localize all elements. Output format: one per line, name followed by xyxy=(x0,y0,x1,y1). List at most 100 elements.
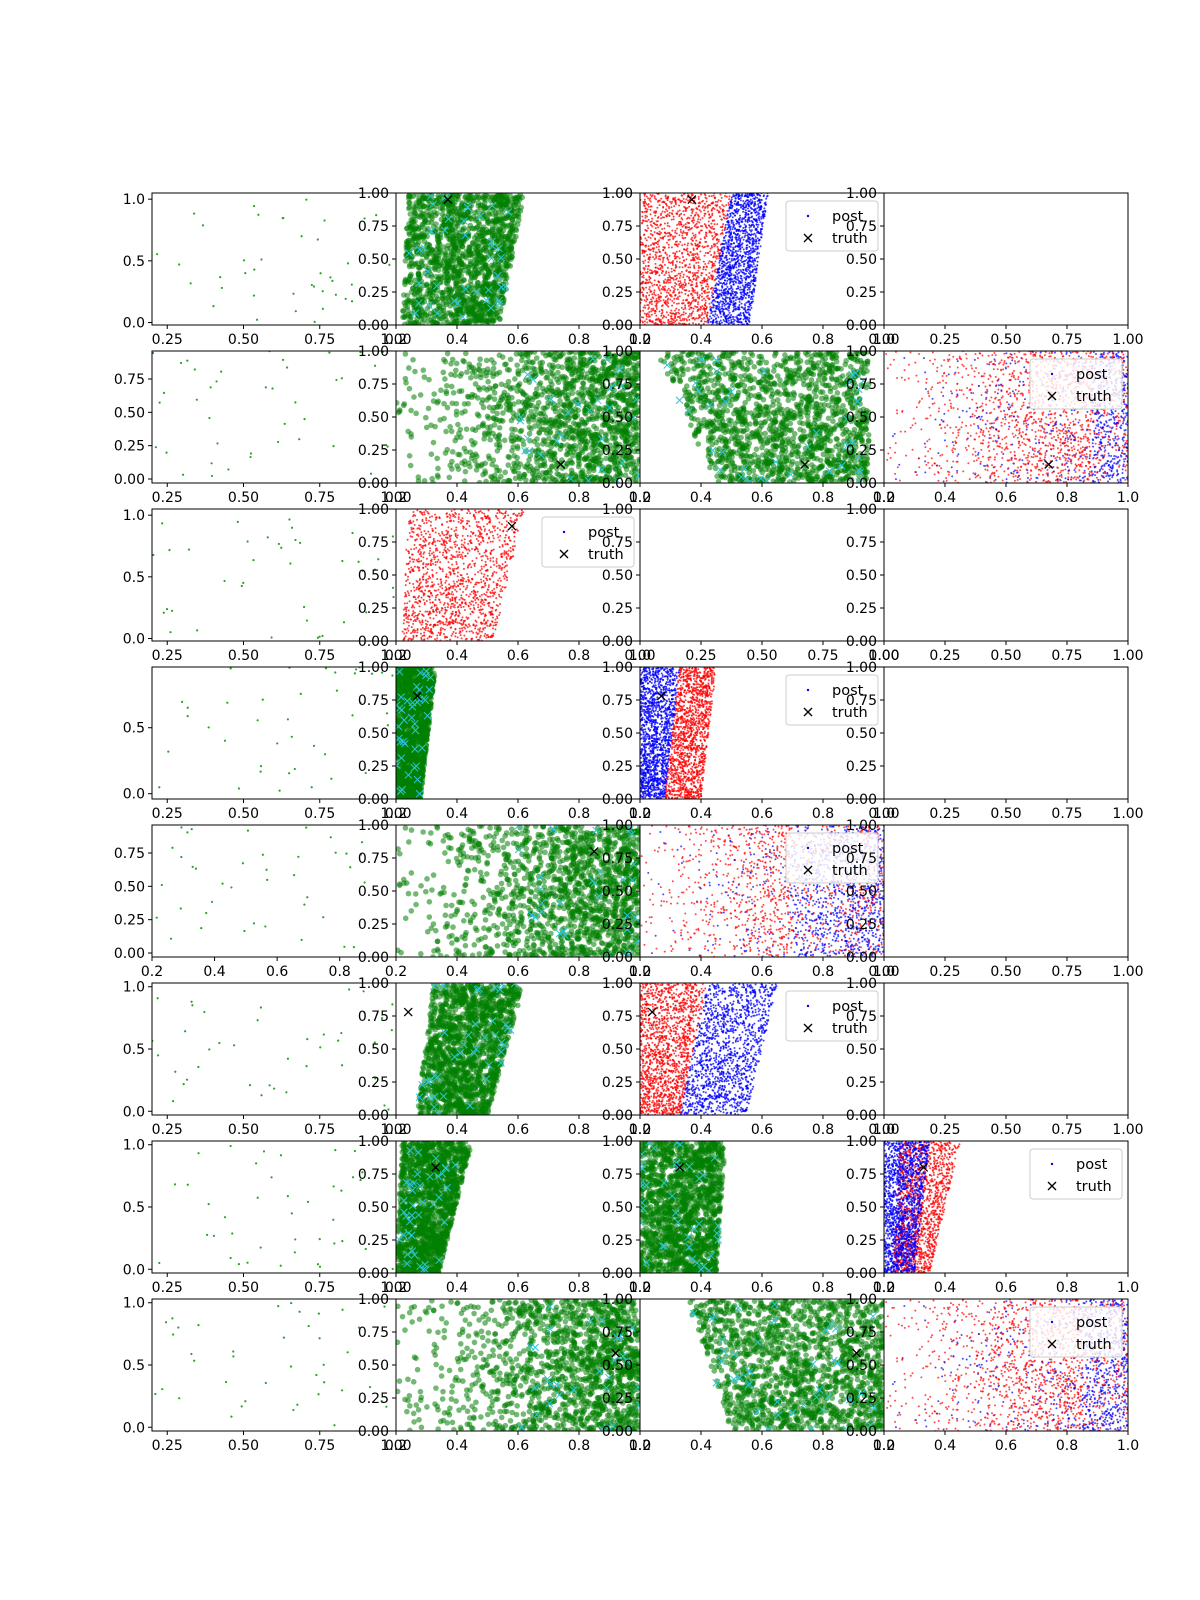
posterior-point xyxy=(675,278,678,281)
posterior-point xyxy=(679,319,682,322)
posterior-point xyxy=(723,228,726,231)
posterior-point xyxy=(656,232,659,235)
sample-marker xyxy=(424,267,432,276)
sample-point xyxy=(499,195,506,202)
sample-point xyxy=(502,271,509,278)
posterior-point xyxy=(649,194,652,197)
sample-marker xyxy=(460,217,468,225)
posterior-point xyxy=(713,252,716,255)
posterior-point xyxy=(651,256,654,259)
posterior-point xyxy=(704,251,707,254)
posterior-point xyxy=(724,275,727,278)
posterior-point xyxy=(760,217,763,220)
sample-marker xyxy=(461,285,470,293)
posterior-point xyxy=(689,279,692,282)
observed-point xyxy=(210,474,214,478)
posterior-point xyxy=(739,269,742,272)
posterior-point xyxy=(732,248,735,251)
posterior-point xyxy=(643,198,646,201)
observed-point xyxy=(244,272,247,275)
posterior-point xyxy=(660,322,663,325)
posterior-point xyxy=(721,232,724,235)
posterior-point xyxy=(730,267,733,270)
posterior-point xyxy=(733,280,736,283)
posterior-point xyxy=(682,311,685,314)
posterior-point xyxy=(755,256,758,259)
observed-point xyxy=(350,283,353,286)
posterior-point xyxy=(642,276,645,279)
posterior-point xyxy=(682,210,685,213)
posterior-point xyxy=(642,309,645,312)
sample-point xyxy=(479,209,486,216)
posterior-point xyxy=(690,214,693,217)
sample-point xyxy=(495,231,502,238)
posterior-point xyxy=(753,250,756,253)
posterior-point xyxy=(759,194,762,197)
posterior-point xyxy=(722,273,725,276)
posterior-point xyxy=(739,239,742,242)
posterior-point xyxy=(731,290,734,293)
posterior-point xyxy=(714,287,717,290)
posterior-point xyxy=(745,301,748,304)
posterior-point xyxy=(658,245,661,248)
sample-point xyxy=(426,283,432,290)
subplot-r1c1: 0.2 0.4 0.6 0.8 1.00.000.250.500.751.00 xyxy=(358,344,651,506)
posterior-point xyxy=(721,300,724,303)
posterior-point xyxy=(748,241,751,244)
posterior-point xyxy=(736,314,739,317)
posterior-point xyxy=(688,270,691,273)
posterior-point xyxy=(735,228,738,231)
posterior-point xyxy=(741,236,744,239)
sample-point xyxy=(475,243,481,249)
posterior-point xyxy=(701,287,704,290)
sample-point xyxy=(420,195,427,202)
posterior-point xyxy=(706,288,709,291)
posterior-point xyxy=(676,227,679,230)
posterior-point xyxy=(737,320,740,323)
posterior-point xyxy=(642,306,645,309)
posterior-point xyxy=(749,249,752,252)
sample-marker xyxy=(415,245,424,254)
posterior-point xyxy=(685,248,688,251)
posterior-point xyxy=(766,194,769,197)
posterior-point xyxy=(651,217,654,220)
posterior-point xyxy=(722,213,725,216)
posterior-point xyxy=(737,262,740,265)
posterior-point xyxy=(678,223,681,226)
posterior-point xyxy=(730,221,733,224)
posterior-point xyxy=(691,258,694,261)
posterior-point xyxy=(694,233,697,236)
posterior-point xyxy=(740,203,743,206)
sample-marker xyxy=(415,279,423,288)
sample-point xyxy=(460,309,466,316)
posterior-point xyxy=(736,212,739,215)
posterior-point xyxy=(743,230,746,233)
posterior-point xyxy=(710,306,713,309)
posterior-point xyxy=(656,301,659,304)
observed-point xyxy=(281,358,285,361)
posterior-point xyxy=(743,293,746,296)
posterior-point xyxy=(654,214,657,217)
sample-point xyxy=(454,193,461,199)
sample-point xyxy=(460,277,467,283)
posterior-point xyxy=(660,287,663,290)
posterior-point xyxy=(657,286,660,289)
posterior-point xyxy=(721,270,724,273)
posterior-point xyxy=(705,295,708,298)
posterior-point xyxy=(703,214,706,217)
posterior-point xyxy=(745,213,748,216)
posterior-point xyxy=(751,200,754,203)
posterior-point xyxy=(747,253,750,256)
posterior-point xyxy=(760,207,763,210)
sample-marker xyxy=(426,193,435,200)
posterior-point xyxy=(692,317,695,320)
posterior-point xyxy=(744,209,747,212)
x-tick-label: 0.8 xyxy=(812,332,834,348)
posterior-point xyxy=(716,223,719,226)
posterior-point xyxy=(725,256,728,259)
posterior-point xyxy=(674,196,677,199)
y-tick-label: 1.00 xyxy=(846,186,877,202)
sample-point xyxy=(468,298,475,304)
observed-point xyxy=(219,276,222,279)
x-tick-label: 0.4 xyxy=(446,332,468,348)
